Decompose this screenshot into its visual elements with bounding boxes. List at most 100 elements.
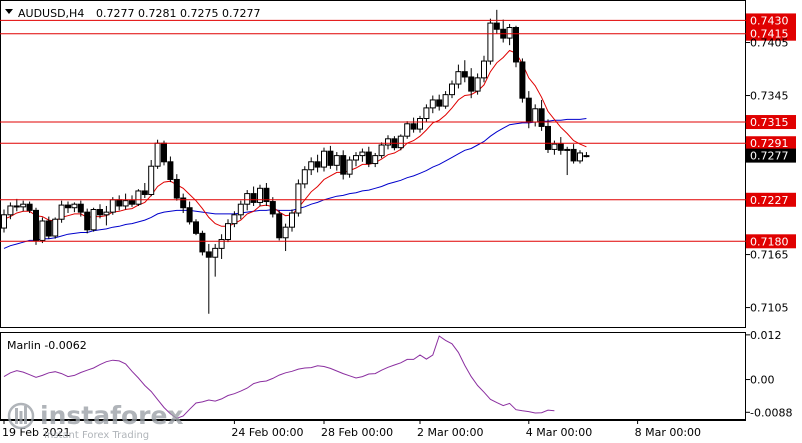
candle[interactable] bbox=[308, 157, 315, 176]
candle[interactable] bbox=[167, 156, 174, 183]
candle[interactable] bbox=[474, 73, 481, 95]
candle[interactable] bbox=[257, 184, 263, 206]
candle[interactable] bbox=[365, 146, 372, 168]
candle[interactable] bbox=[154, 139, 161, 169]
candle[interactable] bbox=[193, 219, 199, 236]
candle[interactable] bbox=[583, 152, 590, 158]
candle[interactable] bbox=[282, 223, 289, 252]
candle[interactable] bbox=[321, 147, 327, 172]
candle[interactable] bbox=[116, 195, 123, 211]
candle[interactable] bbox=[205, 243, 212, 314]
candle[interactable] bbox=[545, 119, 551, 153]
candle[interactable] bbox=[301, 166, 308, 189]
candle[interactable] bbox=[276, 210, 283, 241]
candle[interactable] bbox=[97, 204, 103, 219]
candle[interactable] bbox=[26, 201, 33, 214]
candle[interactable] bbox=[519, 58, 526, 103]
candle[interactable] bbox=[513, 25, 519, 68]
candle[interactable] bbox=[404, 121, 411, 139]
candle[interactable] bbox=[20, 200, 27, 212]
candle[interactable] bbox=[359, 148, 366, 162]
candle[interactable] bbox=[487, 18, 494, 65]
candle[interactable] bbox=[173, 174, 180, 201]
candle[interactable] bbox=[129, 195, 135, 207]
candle[interactable] bbox=[436, 94, 443, 111]
candle[interactable] bbox=[231, 211, 238, 228]
level-tag bbox=[746, 136, 796, 151]
candle[interactable] bbox=[52, 217, 59, 239]
candle[interactable] bbox=[442, 91, 449, 109]
candle[interactable] bbox=[180, 193, 187, 214]
candle[interactable] bbox=[461, 60, 468, 83]
candle[interactable] bbox=[161, 140, 167, 166]
candle[interactable] bbox=[577, 150, 583, 164]
bear-candle-body bbox=[26, 203, 33, 211]
candle[interactable] bbox=[449, 80, 455, 99]
candle[interactable] bbox=[58, 200, 65, 223]
bull-candle-body bbox=[346, 159, 353, 175]
candle[interactable] bbox=[417, 115, 423, 133]
candle[interactable] bbox=[289, 209, 295, 232]
candle[interactable] bbox=[333, 152, 340, 171]
bear-candle-body bbox=[365, 151, 372, 165]
candle[interactable] bbox=[429, 95, 436, 114]
candle[interactable] bbox=[7, 202, 14, 220]
candle[interactable] bbox=[148, 160, 155, 197]
candle[interactable] bbox=[122, 193, 129, 210]
candle[interactable] bbox=[410, 117, 417, 133]
candle[interactable] bbox=[90, 207, 97, 232]
candle[interactable] bbox=[263, 182, 270, 206]
candle[interactable] bbox=[397, 134, 404, 151]
candlestick-series[interactable] bbox=[1, 9, 590, 314]
candle[interactable] bbox=[212, 243, 219, 277]
candle[interactable] bbox=[13, 198, 20, 212]
candle[interactable] bbox=[455, 64, 462, 89]
candle[interactable] bbox=[314, 154, 321, 173]
candle[interactable] bbox=[295, 179, 302, 217]
candle[interactable] bbox=[103, 205, 110, 226]
candle[interactable] bbox=[250, 186, 257, 206]
bear-candle-body bbox=[193, 221, 199, 234]
candle[interactable] bbox=[71, 202, 78, 213]
candle[interactable] bbox=[557, 137, 564, 155]
candle[interactable] bbox=[65, 201, 71, 214]
candle[interactable] bbox=[45, 216, 52, 239]
candle[interactable] bbox=[468, 68, 475, 99]
candle[interactable] bbox=[481, 55, 487, 83]
candle[interactable] bbox=[500, 19, 507, 43]
candle[interactable] bbox=[141, 182, 148, 199]
candle[interactable] bbox=[353, 152, 359, 167]
candle[interactable] bbox=[346, 156, 353, 178]
candle[interactable] bbox=[493, 9, 500, 34]
candle[interactable] bbox=[385, 135, 391, 150]
candle[interactable] bbox=[186, 201, 193, 225]
candle[interactable] bbox=[551, 140, 558, 155]
candle[interactable] bbox=[225, 219, 231, 243]
candle[interactable] bbox=[237, 200, 244, 220]
candle[interactable] bbox=[199, 230, 206, 256]
candle[interactable] bbox=[506, 23, 513, 46]
candle[interactable] bbox=[1, 209, 7, 233]
candle[interactable] bbox=[372, 152, 379, 168]
candle[interactable] bbox=[532, 104, 539, 127]
bull-candle-body bbox=[321, 150, 327, 168]
candle[interactable] bbox=[77, 200, 84, 217]
candle[interactable] bbox=[378, 142, 385, 159]
candle[interactable] bbox=[84, 208, 91, 234]
time-tick-label: 24 Feb 00:00 bbox=[231, 426, 303, 439]
candle[interactable] bbox=[269, 197, 276, 218]
indicator-panel-frame bbox=[0, 332, 746, 420]
candle[interactable] bbox=[570, 144, 577, 164]
candle[interactable] bbox=[423, 104, 430, 123]
candle[interactable] bbox=[135, 189, 142, 206]
candle[interactable] bbox=[39, 217, 46, 244]
candle[interactable] bbox=[564, 146, 571, 176]
candle[interactable] bbox=[218, 234, 225, 259]
candle[interactable] bbox=[327, 145, 334, 169]
candle[interactable] bbox=[340, 150, 347, 180]
candle[interactable] bbox=[33, 207, 39, 245]
dropdown-triangle-icon[interactable] bbox=[5, 9, 13, 14]
candle[interactable] bbox=[538, 99, 545, 131]
oscillator-tick-label: 0.00 bbox=[750, 374, 775, 387]
